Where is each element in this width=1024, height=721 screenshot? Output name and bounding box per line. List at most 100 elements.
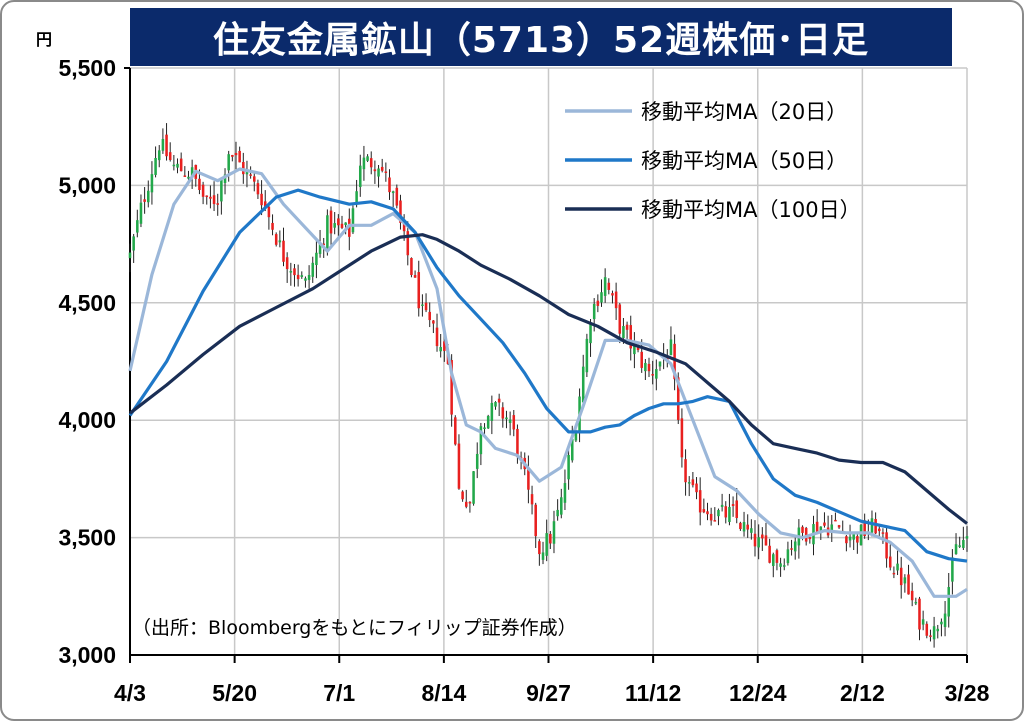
candle-body: [198, 178, 201, 191]
candle-body: [278, 240, 282, 243]
candle-body: [673, 343, 676, 380]
axes: 3,000 3,500 4,000 4,500 5,000 5,500 4/3 5/20 7/1…: [58, 55, 989, 706]
candle-body: [929, 635, 932, 637]
candle-body: [691, 479, 695, 486]
candle-body: [746, 524, 749, 530]
candle-body: [885, 532, 888, 559]
legend: 移動平均MA（20日） 移動平均MA（50日） 移動平均MA（100日）: [565, 100, 861, 222]
candle-body: [406, 231, 410, 256]
candle-body: [574, 430, 578, 441]
candle-body: [136, 220, 139, 233]
candle-body: [596, 300, 600, 306]
candle-body: [837, 525, 841, 528]
candle-body: [899, 567, 903, 586]
candle-body: [179, 158, 183, 172]
candle-body: [362, 157, 366, 170]
candle-body: [165, 134, 168, 157]
candle-body: [947, 587, 950, 617]
y-tick-label: 3,000: [58, 642, 116, 668]
candle-body: [761, 534, 764, 539]
candle-body: [625, 324, 629, 330]
candle-body: [395, 187, 399, 206]
y-unit-label: 円: [36, 30, 53, 49]
candle-body: [231, 155, 234, 157]
candle-body: [326, 215, 329, 251]
candle-body: [132, 236, 135, 251]
candle-body: [516, 428, 519, 458]
candle-body: [435, 327, 439, 347]
candle-body: [914, 601, 918, 604]
grid-lines: [130, 67, 968, 655]
candle-body: [680, 418, 684, 458]
candle-body: [172, 164, 176, 167]
candle-body: [413, 275, 417, 278]
y-tick-label: 5,000: [58, 172, 116, 198]
candle-body: [962, 540, 965, 548]
candle-body: [845, 536, 848, 544]
candle-body: [863, 520, 866, 537]
candle-body: [786, 549, 790, 564]
candle-body: [629, 325, 633, 349]
candle-body: [676, 377, 680, 420]
candle-body: [147, 190, 150, 203]
candle-body: [881, 532, 885, 534]
candle-body: [483, 427, 486, 429]
candle-body: [549, 533, 552, 544]
candle-body: [545, 533, 548, 556]
candle-body: [329, 210, 333, 234]
x-tick-label: 9/27: [526, 680, 571, 706]
candle-body: [801, 526, 804, 533]
candle-body: [187, 176, 190, 179]
candle-body: [337, 218, 340, 226]
candle-body: [293, 268, 296, 276]
candle-body: [918, 598, 921, 630]
candle-body: [819, 526, 823, 532]
candle-body: [450, 360, 453, 415]
x-tick-label: 8/14: [421, 680, 466, 706]
candle-body: [563, 483, 567, 503]
candle-body: [348, 218, 351, 237]
candle-body: [541, 552, 545, 560]
source-note: （出所：Bloombergをもとにフィリップ証券作成）: [132, 617, 577, 639]
candle-body: [373, 169, 377, 172]
candle-body: [428, 311, 431, 321]
candle-body: [717, 510, 720, 517]
candle-body: [143, 199, 146, 202]
x-tick-label: 12/24: [729, 680, 787, 706]
x-tick-label: 3/28: [945, 680, 990, 706]
candle-body: [154, 157, 157, 175]
candle-body: [242, 161, 245, 175]
candle-body: [834, 519, 837, 522]
candle-body: [538, 541, 541, 555]
candle-body: [190, 167, 194, 178]
candle-body: [497, 398, 501, 403]
candle-body: [633, 344, 636, 355]
candle-body: [399, 200, 402, 223]
candle-body: [739, 522, 742, 530]
candle-body: [878, 528, 881, 532]
candle-body: [684, 459, 687, 483]
candle-body: [560, 497, 563, 515]
candle-body: [735, 500, 739, 518]
candle-body: [793, 541, 797, 552]
y-tick-label: 5,500: [58, 55, 116, 81]
candle-body: [475, 453, 479, 469]
candle-body: [527, 468, 530, 490]
candle-body: [220, 179, 223, 202]
candle-body: [742, 522, 746, 532]
candle-body: [490, 402, 494, 421]
candle-body: [285, 257, 289, 270]
candle-body: [256, 183, 260, 195]
candle-body: [461, 491, 464, 500]
candle-body: [823, 522, 826, 526]
candle-body: [936, 628, 940, 632]
x-tick-label: 4/3: [114, 680, 146, 706]
candle-body: [443, 341, 446, 351]
candle-body: [454, 417, 457, 445]
candle-body: [772, 554, 775, 566]
candle-body: [234, 152, 238, 156]
candle-body: [318, 242, 322, 254]
candle-body: [209, 196, 212, 199]
candle-body: [644, 362, 647, 372]
